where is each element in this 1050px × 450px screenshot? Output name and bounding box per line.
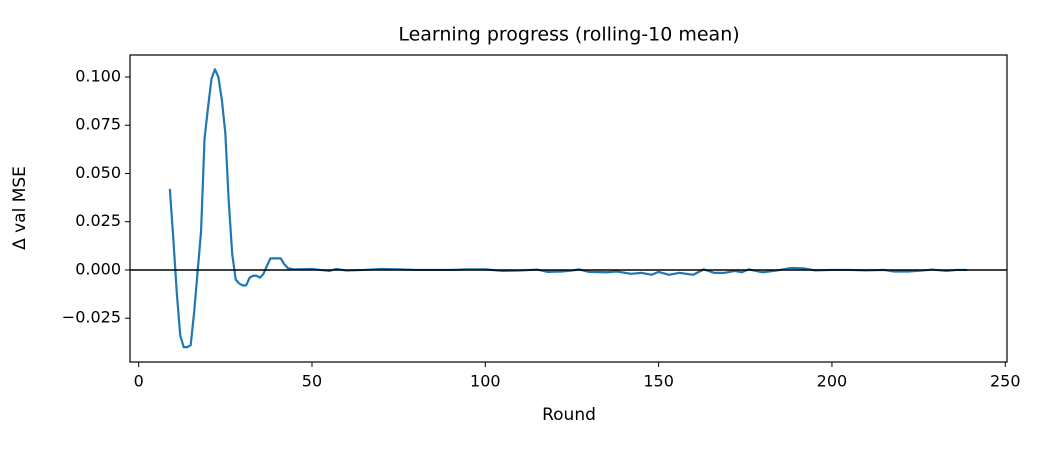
y-tick-label: 0.025: [75, 211, 121, 230]
y-tick-label: 0.000: [75, 259, 121, 278]
x-tick-label: 100: [470, 372, 501, 391]
y-tick-label: 0.050: [75, 163, 121, 182]
x-axis-label: Round: [542, 405, 596, 425]
line-series: [168, 68, 968, 349]
plot-frame: [129, 54, 1008, 363]
x-tick-label: 250: [990, 372, 1021, 391]
y-tick-label: 0.100: [75, 66, 121, 85]
y-tick-label: 0.075: [75, 115, 121, 134]
y-tick-label: −0.025: [62, 308, 121, 327]
x-tick-label: 200: [817, 372, 848, 391]
chart-title: Learning progress (rolling-10 mean): [398, 24, 739, 46]
x-tick-label: 150: [643, 372, 674, 391]
x-tick-label: 50: [302, 372, 322, 391]
x-tick-label: 0: [134, 372, 144, 391]
y-axis-label: Δ val MSE: [10, 166, 30, 250]
